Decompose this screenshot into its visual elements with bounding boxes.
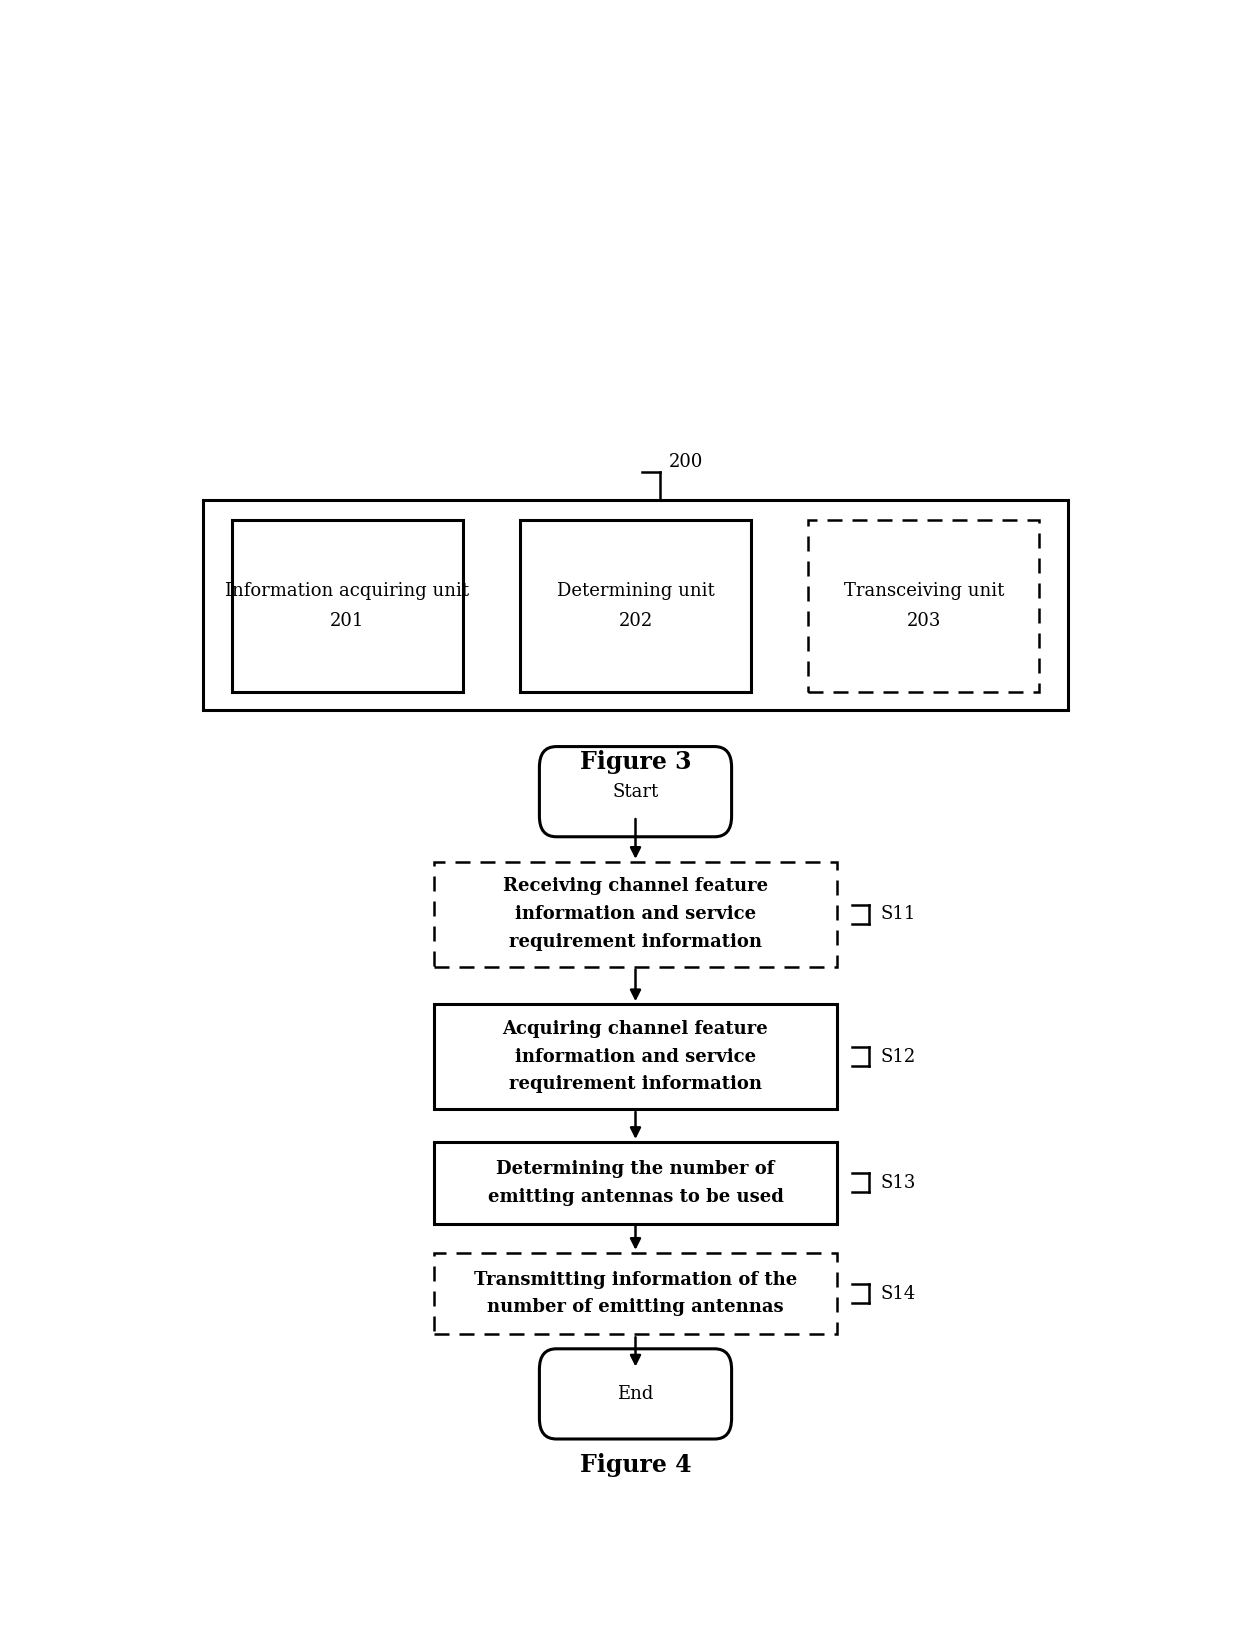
Text: S13: S13 bbox=[880, 1174, 916, 1192]
Text: Start: Start bbox=[613, 782, 658, 800]
Text: Transceiving unit
203: Transceiving unit 203 bbox=[843, 583, 1004, 630]
Bar bbox=[434, 1252, 837, 1334]
Text: Determining unit
202: Determining unit 202 bbox=[557, 583, 714, 630]
Text: S11: S11 bbox=[880, 905, 916, 923]
Text: End: End bbox=[618, 1385, 653, 1403]
Bar bbox=[434, 1143, 837, 1223]
Bar bbox=[232, 519, 463, 692]
Text: Figure 3: Figure 3 bbox=[580, 750, 691, 774]
Text: Information acquiring unit
201: Information acquiring unit 201 bbox=[226, 583, 469, 630]
Text: Acquiring channel feature
information and service
requirement information: Acquiring channel feature information an… bbox=[502, 1020, 769, 1094]
Bar bbox=[203, 499, 1068, 710]
Bar bbox=[434, 1003, 837, 1110]
Text: Transmitting information of the
number of emitting antennas: Transmitting information of the number o… bbox=[474, 1270, 797, 1316]
Text: 200: 200 bbox=[670, 453, 703, 471]
Bar bbox=[434, 861, 837, 967]
Text: Receiving channel feature
information and service
requirement information: Receiving channel feature information an… bbox=[503, 877, 768, 951]
Bar bbox=[808, 519, 1039, 692]
Text: Figure 4: Figure 4 bbox=[579, 1454, 692, 1477]
Text: Determining the number of
emitting antennas to be used: Determining the number of emitting anten… bbox=[487, 1159, 784, 1205]
Text: S14: S14 bbox=[880, 1285, 916, 1303]
Bar bbox=[521, 519, 751, 692]
Text: S12: S12 bbox=[880, 1048, 916, 1066]
